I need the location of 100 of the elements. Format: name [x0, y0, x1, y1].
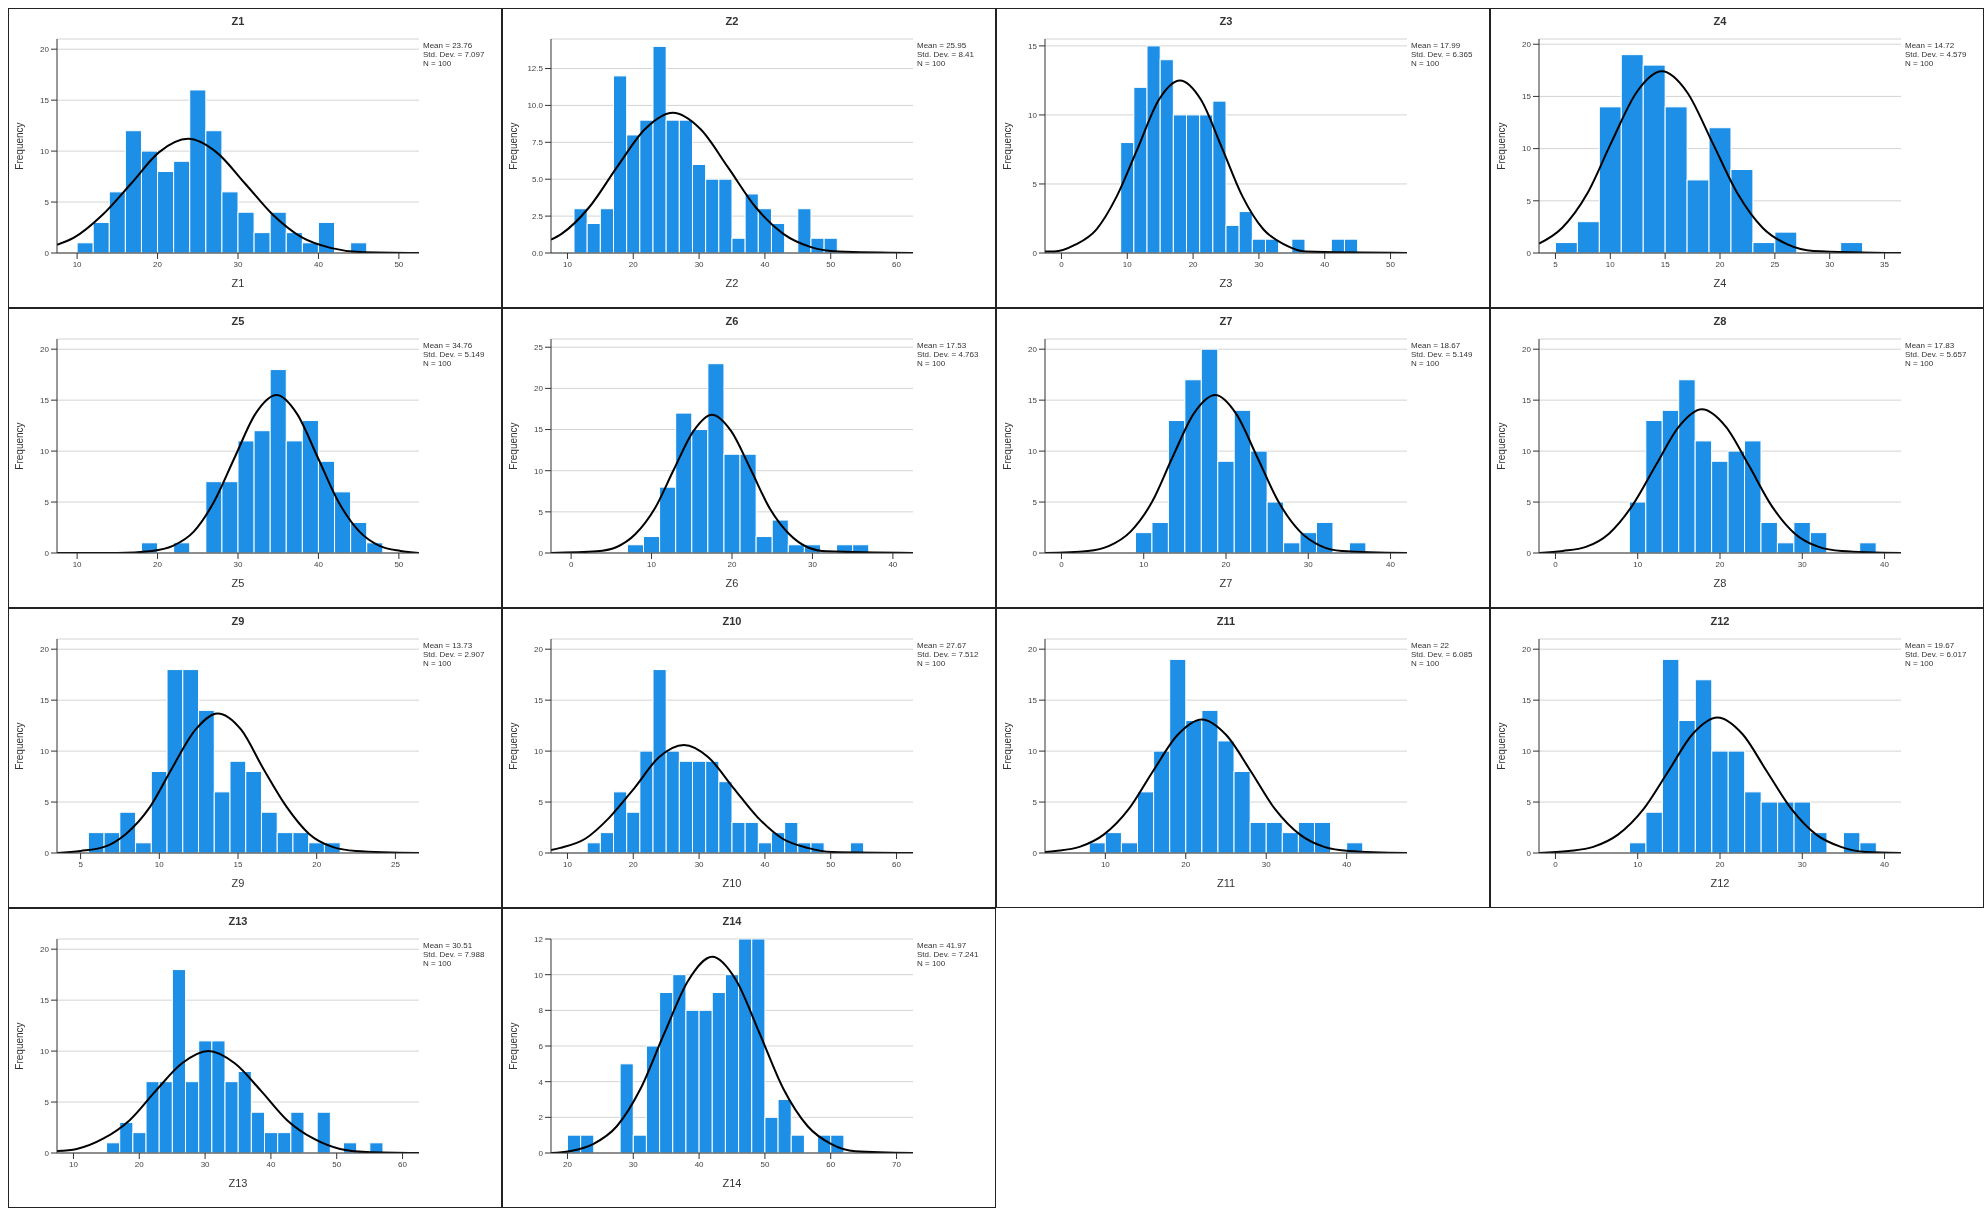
- y-tick-label: 5: [538, 797, 544, 807]
- y-tick-label: 5: [1032, 179, 1038, 189]
- y-tick-label: 5: [1526, 497, 1532, 507]
- chart-title: Z5: [230, 315, 246, 327]
- y-tick-label: 20: [1522, 645, 1532, 655]
- x-tick-label: 10: [563, 859, 573, 869]
- y-tick-label: 2.5: [531, 211, 544, 221]
- y-tick-label: 10: [40, 746, 50, 756]
- x-tick-label: 10: [647, 559, 657, 569]
- y-tick-label: 0: [538, 548, 544, 558]
- text: Mean = 19.67: [1905, 641, 1956, 650]
- x-tick-label: 50: [394, 259, 404, 269]
- y-axis-title: Frequency: [507, 722, 519, 770]
- y-tick-label: 5: [538, 507, 544, 517]
- x-tick-label: 60: [826, 1159, 836, 1169]
- x-tick-label: 35: [1880, 259, 1890, 269]
- x-tick-label: 60: [892, 259, 902, 269]
- text: N = 100: [917, 59, 947, 68]
- y-axis-title: Frequency: [13, 1022, 25, 1070]
- text: N = 100: [1411, 659, 1441, 668]
- chart-title: Z3: [1218, 15, 1234, 27]
- x-tick-label: 15: [1660, 259, 1671, 269]
- x-tick-label: 20: [1715, 859, 1725, 869]
- x-tick-label: 40: [760, 259, 770, 269]
- y-tick-label: 20: [1522, 345, 1532, 355]
- y-tick-label: 20: [40, 345, 50, 355]
- x-tick-label: 20: [1715, 259, 1725, 269]
- x-tick-label: 25: [390, 859, 401, 869]
- x-tick-label: 20: [563, 1159, 573, 1169]
- x-axis-title: Z4: [1713, 277, 1727, 289]
- y-tick-label: 20: [40, 45, 50, 55]
- y-tick-label: 10: [40, 1046, 50, 1056]
- text: Mean = 13.73: [423, 641, 474, 650]
- chart-title: Z10: [721, 615, 743, 627]
- chart-title: Z2: [724, 15, 740, 27]
- y-tick-label: 15: [1028, 41, 1038, 51]
- x-tick-label: 0: [568, 559, 574, 569]
- x-tick-label: 10: [1633, 559, 1643, 569]
- y-tick-label: 20: [40, 645, 50, 655]
- y-axis-title: Frequency: [1495, 722, 1507, 770]
- y-tick-label: 12.5: [527, 64, 544, 74]
- x-tick-label: 30: [200, 1159, 211, 1169]
- y-axis-title: Frequency: [507, 122, 519, 170]
- x-tick-label: 40: [313, 559, 324, 569]
- chart-title: Z1: [230, 15, 246, 27]
- x-tick-label: 0: [1553, 559, 1559, 569]
- x-tick-label: 10: [563, 259, 573, 269]
- y-tick-label: 10: [40, 146, 50, 156]
- text: Mean = 27.67: [917, 641, 968, 650]
- text: Std. Dev. = 7.512: [917, 650, 980, 659]
- y-tick-label: 10: [534, 746, 544, 756]
- y-tick-label: 20: [534, 645, 544, 655]
- text: Std. Dev. = 4.579: [1905, 50, 1968, 59]
- x-tick-label: 50: [826, 259, 836, 269]
- text: Std. Dev. = 6.017: [1905, 650, 1968, 659]
- y-tick-label: 0: [44, 848, 50, 858]
- y-tick-label: 15: [534, 695, 544, 705]
- text: Std. Dev. = 5.149: [423, 350, 486, 359]
- y-tick-label: 0: [44, 248, 50, 258]
- y-tick-label: 0: [538, 1148, 544, 1158]
- y-tick-label: 0: [1526, 548, 1532, 558]
- chart-title: Z9: [230, 615, 246, 627]
- y-axis-title: Frequency: [13, 122, 25, 170]
- x-tick-label: 10: [1122, 259, 1133, 269]
- x-tick-label: 5: [1553, 259, 1559, 269]
- x-tick-label: 0: [1059, 559, 1065, 569]
- text: Mean = 41.97: [917, 941, 968, 950]
- y-tick-label: 6: [538, 1041, 544, 1051]
- y-tick-label: 12: [534, 934, 544, 944]
- x-tick-label: 20: [1181, 859, 1191, 869]
- y-tick-label: 5: [44, 1097, 50, 1107]
- text: N = 100: [423, 59, 453, 68]
- y-tick-label: 7.5: [531, 138, 544, 148]
- y-axis-title: Frequency: [507, 422, 519, 470]
- x-tick-label: 30: [233, 259, 243, 269]
- x-tick-label: 40: [1880, 559, 1890, 569]
- y-tick-label: 15: [1522, 395, 1532, 405]
- x-tick-label: 30: [233, 559, 243, 569]
- y-tick-label: 15: [534, 425, 544, 435]
- x-tick-label: 30: [1797, 859, 1808, 869]
- text: Std. Dev. = 6.085: [1411, 650, 1474, 659]
- y-tick-label: 0: [1526, 848, 1532, 858]
- x-tick-label: 40: [760, 859, 770, 869]
- x-tick-label: 40: [266, 1159, 276, 1169]
- y-tick-label: 10: [1522, 144, 1532, 154]
- y-axis-title: Frequency: [1001, 722, 1013, 770]
- chart-title: Z14: [721, 915, 743, 927]
- x-tick-label: 0: [1553, 859, 1559, 869]
- text: N = 100: [1905, 359, 1935, 368]
- x-tick-label: 20: [727, 559, 737, 569]
- text: Mean = 17.83: [1905, 341, 1956, 350]
- y-tick-label: 0: [1032, 248, 1038, 258]
- text: Std. Dev. = 7.988: [423, 950, 486, 959]
- x-axis-title: Z13: [228, 1177, 248, 1189]
- x-tick-label: 20: [628, 259, 639, 269]
- x-tick-label: 70: [892, 1159, 902, 1169]
- x-tick-label: 20: [628, 859, 639, 869]
- x-axis-title: Z3: [1219, 277, 1233, 289]
- x-tick-label: 20: [1188, 259, 1199, 269]
- x-tick-label: 60: [892, 859, 902, 869]
